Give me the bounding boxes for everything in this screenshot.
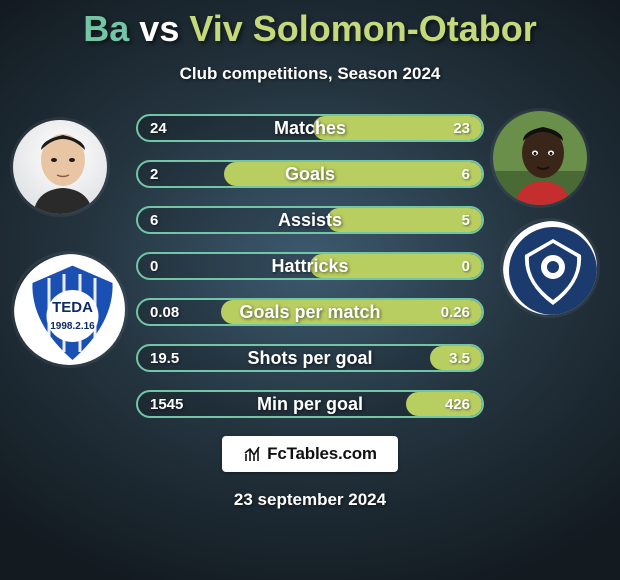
subtitle: Club competitions, Season 2024 (0, 64, 620, 84)
stat-label: Goals (138, 162, 482, 186)
player2-avatar (490, 108, 590, 208)
stat-label: Min per goal (138, 392, 482, 416)
headline: Ba vs Viv Solomon-Otabor (0, 0, 620, 50)
brand-chart-icon (243, 444, 263, 464)
player1-avatar (10, 117, 110, 217)
player1-name: Ba (83, 8, 129, 49)
stat-right-value: 6 (462, 162, 470, 187)
vs-separator: vs (139, 8, 179, 49)
stat-label: Shots per goal (138, 346, 482, 370)
stat-right-value: 3.5 (449, 346, 470, 371)
player2-club-badge (500, 218, 600, 318)
date-text: 23 september 2024 (0, 490, 620, 510)
svg-text:1998.2.16: 1998.2.16 (50, 321, 95, 332)
stat-right-value: 0.26 (441, 300, 470, 325)
player1-club-badge: TEDA 1998.2.16 (11, 251, 128, 368)
stat-row: 1545Min per goal426 (136, 390, 484, 418)
stat-row: 24Matches23 (136, 114, 484, 142)
stat-label: Goals per match (138, 300, 482, 324)
svg-text:TEDA: TEDA (52, 299, 93, 316)
brand-badge: FcTables.com (222, 436, 398, 472)
stat-right-value: 5 (462, 208, 470, 233)
stat-right-value: 0 (462, 254, 470, 279)
stat-label: Matches (138, 116, 482, 140)
stat-row: 2Goals6 (136, 160, 484, 188)
stat-right-value: 23 (453, 116, 470, 141)
stat-row: 0Hattricks0 (136, 252, 484, 280)
stat-label: Hattricks (138, 254, 482, 278)
player2-name: Viv Solomon-Otabor (189, 8, 536, 49)
stats-container: 24Matches232Goals66Assists50Hattricks00.… (136, 114, 484, 418)
main-area: TEDA 1998.2.16 2 (0, 114, 620, 418)
brand-text: FcTables.com (267, 444, 377, 464)
stat-label: Assists (138, 208, 482, 232)
stat-right-value: 426 (445, 392, 470, 417)
stat-row: 19.5Shots per goal3.5 (136, 344, 484, 372)
stat-row: 0.08Goals per match0.26 (136, 298, 484, 326)
stat-row: 6Assists5 (136, 206, 484, 234)
